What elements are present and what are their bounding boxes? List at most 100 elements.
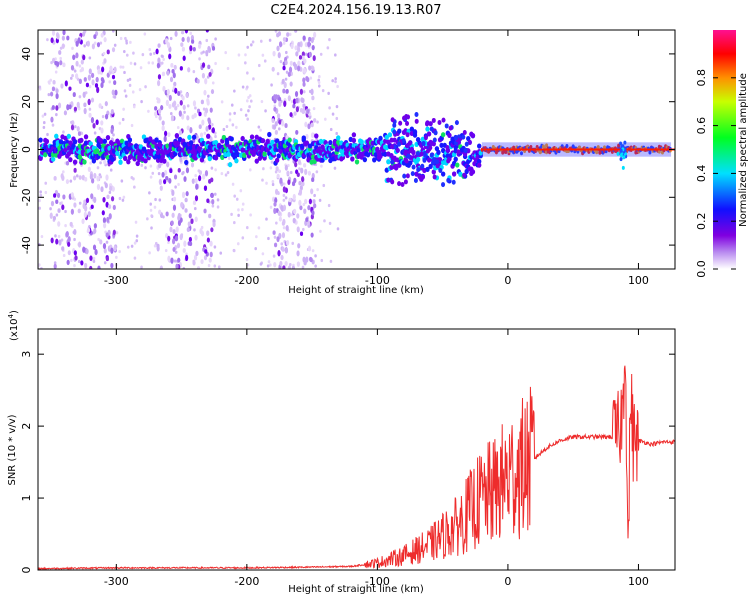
spectrogram-mark (100, 32, 104, 38)
spectrogram-mark (54, 234, 57, 238)
spectrogram-mark (61, 35, 65, 41)
spectrogram-mark (164, 130, 168, 137)
spectrogram-mark (110, 196, 115, 202)
spectrogram-mark (82, 54, 86, 61)
spectrogram-mark (306, 109, 310, 114)
spectrogram-mark (91, 43, 95, 50)
spectrogram-mark (84, 205, 88, 212)
spectrogram-mark (177, 215, 181, 221)
spectrogram-mark (462, 172, 467, 178)
spectrogram-mark (93, 172, 97, 179)
spectrogram-mark (278, 216, 282, 222)
spectrogram-mark (113, 80, 117, 85)
spectrogram-mark (292, 98, 297, 105)
spectrogram-mark (301, 176, 305, 183)
spectrogram-mark (304, 42, 308, 48)
spectrogram-mark (70, 64, 75, 71)
spectrogram-mark (301, 181, 305, 187)
spectrogram-mark (288, 197, 292, 203)
spectrogram-mark (157, 74, 162, 80)
spectrogram-mark (335, 105, 339, 109)
spectrogram-mark (390, 159, 395, 165)
spectrogram-mark (405, 120, 410, 126)
spectrogram-mark (233, 194, 236, 198)
spectrogram-mark (200, 51, 203, 55)
spectrogram-mark (43, 152, 48, 158)
spectrogram-mark (336, 84, 339, 89)
spectrogram-mark (177, 257, 181, 263)
spectrogram-mark (98, 103, 102, 109)
spectrogram-mark (264, 109, 267, 113)
y-tick-label: 0 (20, 567, 33, 574)
spectrogram-mark (429, 126, 434, 132)
spectrogram-mark (190, 218, 194, 225)
spectrogram-mark (334, 80, 337, 84)
spectrogram-mark (204, 249, 208, 254)
spectrogram-mark (157, 172, 161, 176)
spectrogram-mark (455, 162, 460, 168)
spectrogram-mark (114, 89, 118, 96)
spectrogram-mark (282, 218, 286, 225)
spectrogram-mark (156, 62, 161, 69)
spectrogram-mark (61, 43, 65, 49)
spectrogram-mark (365, 152, 371, 158)
spectrogram-mark (301, 227, 305, 232)
spectrogram-mark (121, 65, 125, 69)
spectrogram-mark (453, 156, 458, 162)
spectrogram-mark (187, 134, 192, 140)
spectrogram-mark (59, 46, 63, 50)
spectrogram-mark (82, 159, 87, 165)
spectrogram-mark (305, 217, 309, 222)
spectrogram-mark (229, 136, 234, 142)
spectrogram-mark (276, 236, 280, 243)
spectrogram-mark (111, 74, 116, 80)
spectrogram-mark (213, 264, 217, 268)
spectrogram-mark (336, 135, 341, 141)
spectrogram-mark (58, 50, 62, 55)
spectrogram-mark (99, 175, 103, 179)
spectrogram-mark (405, 132, 410, 138)
spectrogram-mark (112, 204, 116, 211)
spectrogram-mark (277, 210, 281, 216)
spectrogram-mark (327, 91, 330, 95)
spectrogram-mark (323, 219, 326, 223)
spectrogram-mark (110, 109, 114, 115)
spectrogram-mark (413, 178, 418, 184)
spectrogram-mark (403, 179, 408, 185)
spectrogram-mark (203, 255, 208, 261)
spectrogram-mark (166, 161, 170, 168)
spectrogram-mark (63, 110, 68, 116)
spectrogram-mark (188, 236, 192, 243)
spectrogram-mark (182, 248, 186, 253)
spectrogram-mark (55, 88, 59, 94)
spectrogram-mark (320, 157, 325, 163)
spectrogram-mark (62, 62, 66, 68)
spectrogram-mark (207, 94, 210, 98)
spectrogram-mark (60, 173, 64, 179)
spectrogram-mark (441, 117, 446, 123)
spectrogram-mark (102, 138, 108, 144)
spectrogram-mark (211, 127, 215, 134)
spectrogram-mark (302, 103, 306, 109)
spectrogram-mark (103, 261, 107, 265)
spectrogram-mark (282, 226, 286, 230)
spectrogram-mark (161, 171, 165, 178)
spectrogram-mark (310, 132, 315, 139)
spectrogram-mark (425, 166, 430, 172)
spectrogram-mark (304, 121, 308, 128)
spectrogram-mark (71, 73, 74, 78)
spectrogram-mark (477, 158, 482, 165)
spectrogram-mark (111, 47, 116, 53)
spectrogram-mark (206, 230, 210, 237)
spectrogram-mark (65, 161, 70, 166)
spectrogram-mark (106, 49, 110, 55)
spectrogram-mark (446, 177, 451, 183)
colorbar-gradient (713, 30, 736, 269)
spectrogram-mark (328, 106, 331, 110)
spectrogram-mark (255, 235, 258, 239)
spectrogram-mark (162, 85, 166, 92)
spectrogram-mark (181, 37, 185, 43)
spectrogram-mark (100, 127, 104, 134)
spectrogram-mark (403, 151, 408, 157)
spectrogram-mark (292, 193, 296, 201)
